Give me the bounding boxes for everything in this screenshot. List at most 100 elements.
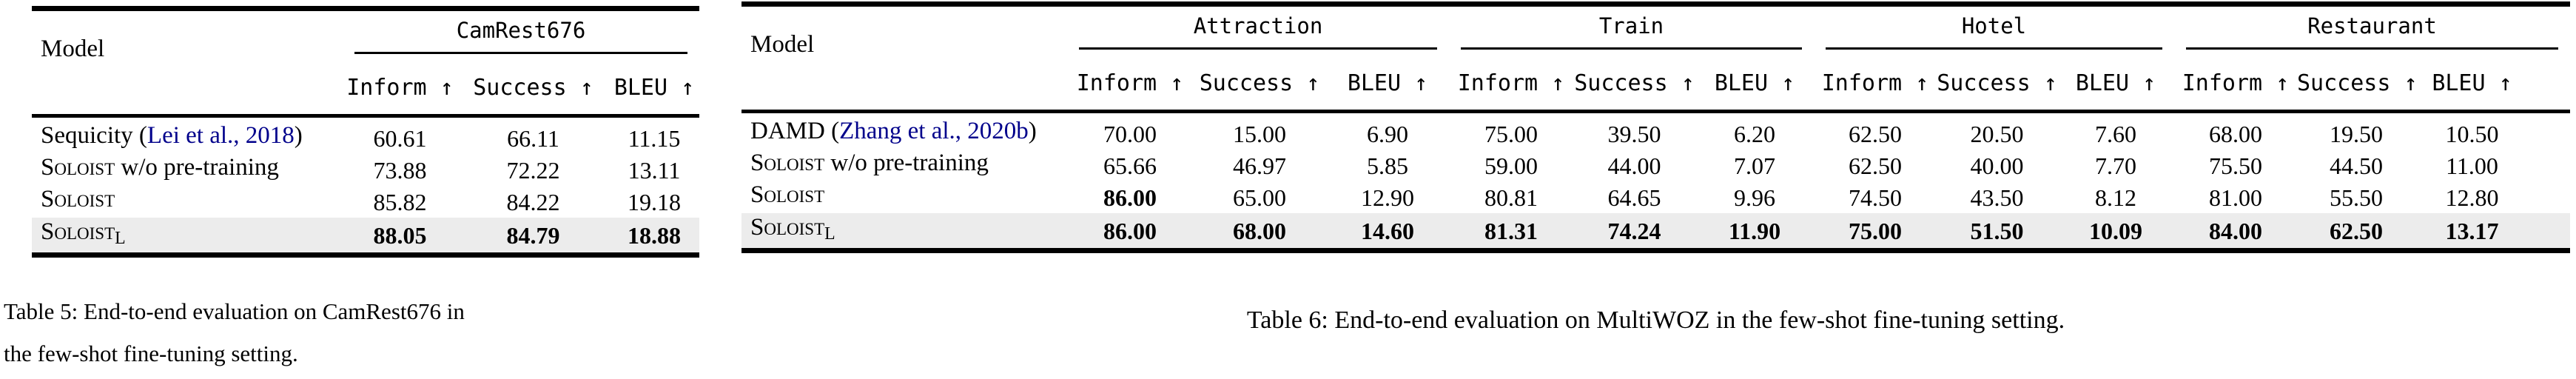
table6-mid-rule: [741, 110, 2570, 113]
table6-multiwoz: Model Attraction Train Hotel Restaurant …: [741, 1, 2570, 253]
table5-mid-rule: [32, 114, 699, 118]
metric-value: 70.00: [1103, 121, 1157, 148]
table6-group-hotel: Hotel: [1814, 13, 2174, 50]
metric-value: 74.50: [1849, 184, 1902, 212]
metric-value: 62.50: [1849, 121, 1902, 148]
metric-value: 64.65: [1607, 184, 1661, 212]
model-name-smallcaps: Soloist: [41, 186, 115, 212]
model-name: DAMD (Zhang et al., 2020b): [741, 118, 1067, 151]
model-name-text: ): [294, 122, 303, 149]
metric-value: 12.80: [2445, 184, 2499, 212]
metric-value: 39.50: [1607, 121, 1661, 148]
metric-value: 44.00: [1607, 152, 1661, 180]
success-value: 84.79: [506, 221, 560, 249]
metric-value: 8.12: [2095, 184, 2136, 212]
col-hotel-bleu: BLEU ↑: [2075, 70, 2156, 96]
model-name-text: w/o pre-training: [824, 150, 989, 176]
metric-value: 81.31: [1484, 217, 1538, 244]
table6-group-train: Train: [1449, 13, 1814, 50]
model-subscript: L: [115, 228, 126, 248]
model-name-text: w/o pre-training: [115, 154, 279, 181]
metric-value: 14.60: [1361, 217, 1414, 244]
metric-value: 9.96: [1734, 184, 1775, 212]
metric-value: 55.50: [2330, 184, 2383, 212]
metric-value: 15.00: [1233, 121, 1286, 148]
metric-value: 68.00: [2209, 121, 2262, 148]
success-value: 84.22: [506, 189, 560, 216]
col-attraction-bleu: BLEU ↑: [1347, 70, 1428, 96]
table-row-damd: DAMD (Zhang et al., 2020b) 70.00 15.00 6…: [741, 118, 2570, 150]
table5-top-rule: [32, 6, 699, 11]
model-name: Soloist w/o pre-training: [741, 150, 1067, 183]
table6-subheader-row: Inform ↑ Success ↑ BLEU ↑ Inform ↑ Succe…: [741, 71, 2570, 96]
metric-value: 51.50: [1970, 217, 2024, 244]
metric-value: 81.00: [2209, 184, 2262, 212]
group-underline: [1461, 47, 1802, 50]
metric-value: 43.50: [1970, 184, 2024, 212]
table5-col-bleu: BLEU ↑: [613, 75, 695, 101]
metric-value: 65.66: [1103, 152, 1157, 180]
metric-value: 10.09: [2089, 217, 2142, 244]
col-train-success: Success ↑: [1574, 70, 1695, 96]
metric-value: 6.20: [1734, 121, 1775, 148]
metric-value: 59.00: [1484, 152, 1538, 180]
metric-value: 13.17: [2445, 217, 2499, 244]
table5-group-underline: [354, 52, 687, 54]
table5-caption: Table 5: End-to-end evaluation on CamRes…: [4, 290, 744, 375]
col-hotel-inform: Inform ↑: [1821, 70, 1929, 96]
model-name: Sequicity (Lei et al., 2018): [32, 122, 343, 155]
inform-value: 73.88: [373, 157, 427, 184]
group-label-attraction: Attraction: [1193, 13, 1323, 38]
metric-value: 7.60: [2095, 121, 2136, 148]
metric-value: 20.50: [1970, 121, 2024, 148]
bleu-value: 13.11: [628, 157, 681, 184]
table6-top-rule: [741, 1, 2570, 7]
metric-value: 74.24: [1607, 217, 1661, 244]
metric-value: 11.90: [1728, 217, 1781, 244]
col-restaurant-inform: Inform ↑: [2182, 70, 2290, 96]
metric-value: 11.00: [2446, 152, 2498, 180]
col-attraction-inform: Inform ↑: [1076, 70, 1184, 96]
citation-link[interactable]: Lei et al., 2018: [147, 122, 295, 149]
metric-value: 10.50: [2445, 121, 2499, 148]
model-name-text: DAMD (: [750, 118, 840, 144]
group-label-hotel: Hotel: [1961, 13, 2027, 38]
table5-group-camrest676: CamRest676: [343, 18, 699, 54]
col-train-bleu: BLEU ↑: [1714, 70, 1795, 96]
table6-body: DAMD (Zhang et al., 2020b) 70.00 15.00 6…: [741, 118, 2570, 248]
table6-bottom-rule: [741, 248, 2570, 253]
table6-group-header-row: Attraction Train Hotel Restaurant: [741, 13, 2570, 50]
metric-value: 62.50: [1849, 152, 1902, 180]
model-name: Soloist: [741, 181, 1067, 215]
group-label-restaurant: Restaurant: [2307, 13, 2437, 38]
metric-value: 84.00: [2209, 217, 2262, 244]
metric-value: 68.00: [1233, 217, 1286, 244]
metric-value: 46.97: [1233, 152, 1286, 180]
success-value: 72.22: [506, 157, 560, 184]
col-attraction-success: Success ↑: [1199, 70, 1320, 96]
table6-group-restaurant: Restaurant: [2174, 13, 2570, 50]
table5-subheader-row: Inform ↑ Success ↑ BLEU ↑: [32, 76, 699, 101]
table5-caption-line2: the few-shot fine-tuning setting.: [4, 341, 298, 366]
model-name: Soloist: [32, 186, 343, 219]
model-name: SoloistL: [741, 214, 1067, 247]
table5-col-inform: Inform ↑: [346, 75, 454, 101]
col-hotel-success: Success ↑: [1937, 70, 2057, 96]
table5-camrest676: Model CamRest676 Inform ↑ Success ↑ BLEU…: [32, 6, 699, 258]
table-row-sequicity: Sequicity (Lei et al., 2018) 60.61 66.11…: [32, 122, 699, 154]
table5-body: Sequicity (Lei et al., 2018) 60.61 66.11…: [32, 122, 699, 252]
metric-value: 5.85: [1367, 152, 1408, 180]
metric-value: 7.70: [2095, 152, 2136, 180]
group-underline: [1826, 47, 2162, 50]
metric-value: 86.00: [1103, 184, 1157, 212]
table6-caption: Table 6: End-to-end evaluation on MultiW…: [1246, 306, 2065, 334]
metric-value: 7.07: [1734, 152, 1775, 180]
model-subscript: L: [824, 224, 835, 244]
metric-value: 44.50: [2330, 152, 2383, 180]
col-restaurant-success: Success ↑: [2297, 70, 2418, 96]
model-name-smallcaps: Soloist: [750, 150, 825, 176]
metric-value: 75.00: [1849, 217, 1902, 244]
success-value: 66.11: [507, 125, 559, 152]
citation-link[interactable]: Zhang et al., 2020b: [839, 118, 1029, 144]
inform-value: 60.61: [373, 125, 427, 152]
